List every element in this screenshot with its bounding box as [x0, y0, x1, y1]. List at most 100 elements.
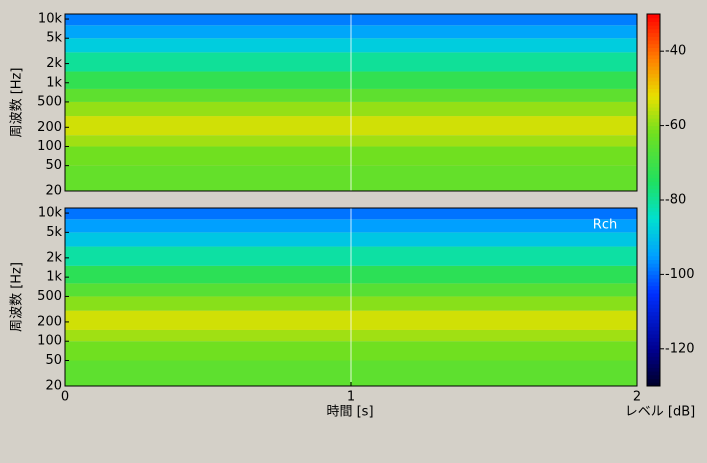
colorbar-tick-label: -100: [665, 267, 695, 282]
colorbar-step: [647, 196, 660, 201]
colorbar-step: [647, 345, 660, 350]
x-tick-label: 0: [61, 390, 69, 405]
colorbar-step: [647, 304, 660, 309]
colorbar-step: [647, 155, 660, 160]
y-tick-label: 100: [37, 139, 62, 154]
colorbar-step: [647, 54, 660, 60]
colorbar-step: [647, 14, 660, 19]
colorbar-step: [647, 136, 660, 141]
x-tick-label: 1: [347, 390, 355, 405]
colorbar-step: [647, 229, 660, 234]
colorbar-step: [647, 80, 660, 86]
colorbar-step: [647, 62, 660, 67]
colorbar-step: [647, 218, 660, 223]
y-tick-label: 50: [45, 353, 62, 368]
colorbar-step: [647, 337, 660, 342]
colorbar-step: [647, 374, 660, 380]
colorbar-step: [647, 311, 660, 316]
colorbar-step: [647, 125, 660, 130]
colorbar-step: [647, 121, 660, 127]
colorbar-step: [647, 73, 660, 78]
colorbar-step: [647, 185, 660, 190]
colorbar-step: [647, 333, 660, 339]
colorbar-tick-label: -60: [665, 118, 686, 133]
colorbar-step: [647, 25, 660, 30]
y-tick-label: 20: [45, 379, 62, 394]
colorbar-step: [647, 371, 660, 376]
colorbar-step: [647, 43, 660, 48]
y-tick-label: 5k: [46, 31, 62, 46]
y-tick-label: 10k: [38, 12, 63, 27]
colorbar-step: [647, 248, 660, 253]
colorbar-step: [647, 359, 660, 365]
colorbar-step: [647, 99, 660, 104]
colorbar-step: [647, 173, 660, 179]
colorbar-step: [647, 181, 660, 186]
colorbar-step: [647, 77, 660, 82]
colorbar-tick-label: -80: [665, 193, 686, 208]
colorbar-step: [647, 110, 660, 115]
y-tick-label: 10k: [38, 206, 63, 221]
colorbar-step: [647, 363, 660, 368]
plot-frame: [64, 13, 638, 192]
colorbar-step: [647, 36, 660, 41]
x-axis-label: 時間 [s]: [326, 405, 373, 420]
colorbar-step: [647, 296, 660, 301]
colorbar-step: [647, 69, 660, 75]
y-tick-label: 2k: [46, 250, 62, 265]
colorbar-step: [647, 378, 660, 383]
colorbar-step: [647, 133, 660, 138]
colorbar-step: [647, 114, 660, 119]
colorbar-step: [647, 278, 660, 283]
colorbar-step: [647, 40, 660, 45]
colorbar-tick-label: -40: [665, 44, 686, 59]
x-tick-label: 2: [633, 390, 641, 405]
colorbar-step: [647, 151, 660, 156]
colorbar-step: [647, 274, 660, 279]
colorbar-step: [647, 222, 660, 227]
colorbar-step: [647, 263, 660, 268]
colorbar-step: [647, 348, 660, 354]
colorbar-step: [647, 118, 660, 123]
colorbar-step: [647, 259, 660, 264]
colorbar-step: [647, 95, 660, 101]
colorbar-step: [647, 319, 660, 324]
colorbar-step: [647, 285, 660, 290]
colorbar-step: [647, 214, 660, 220]
colorbar-step: [647, 240, 660, 246]
y-tick-label: 1k: [46, 75, 62, 90]
colorbar-tick-label: -120: [665, 341, 695, 356]
colorbar-step: [647, 203, 660, 208]
colorbar-step: [647, 88, 660, 93]
y-tick-label: 200: [37, 314, 62, 329]
colorbar-step: [647, 147, 660, 153]
colorbar-step: [647, 341, 660, 346]
y-tick-label: 20: [45, 184, 62, 199]
colorbar-step: [647, 326, 660, 331]
y-tick-label: 200: [37, 120, 62, 135]
colorbar-step: [647, 92, 660, 97]
colorbar-step: [647, 170, 660, 175]
y-axis-label: 周波数 [Hz]: [10, 68, 25, 138]
y-tick-label: 500: [37, 94, 62, 109]
colorbar-step: [647, 188, 660, 194]
colorbar-step: [647, 307, 660, 313]
colorbar-step: [647, 244, 660, 249]
colorbar-step: [647, 356, 660, 361]
colorbar-step: [647, 47, 660, 52]
colorbar-step: [647, 159, 660, 164]
colorbar-step: [647, 233, 660, 238]
colorbar-step: [647, 66, 660, 71]
y-tick-label: 500: [37, 289, 62, 304]
colorbar-step: [647, 103, 660, 108]
colorbar-step: [647, 211, 660, 216]
colorbar-step: [647, 129, 660, 134]
colorbar-label: レベル [dB]: [625, 405, 695, 420]
y-tick-label: 50: [45, 158, 62, 173]
colorbar-step: [647, 200, 660, 205]
colorbar-step: [647, 162, 660, 168]
y-tick-label: 2k: [46, 56, 62, 71]
colorbar-step: [647, 84, 660, 89]
y-tick-label: 5k: [46, 225, 62, 240]
colorbar-step: [647, 58, 660, 63]
